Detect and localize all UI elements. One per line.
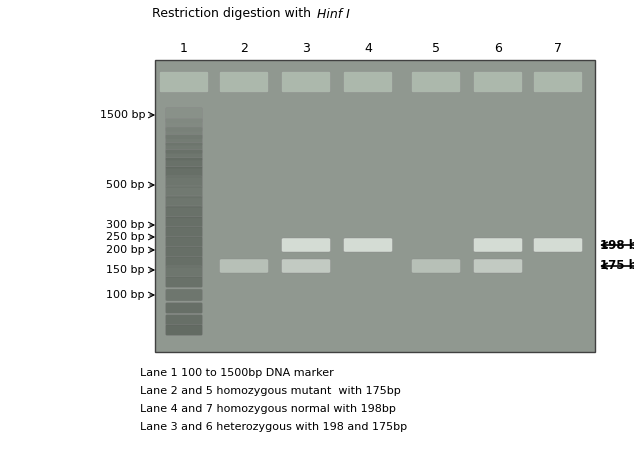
Text: 4: 4 — [364, 41, 372, 54]
FancyBboxPatch shape — [165, 186, 202, 198]
Text: 250 bp: 250 bp — [107, 232, 145, 242]
FancyBboxPatch shape — [344, 238, 392, 252]
FancyBboxPatch shape — [165, 315, 202, 325]
FancyBboxPatch shape — [281, 238, 330, 252]
FancyBboxPatch shape — [165, 143, 202, 153]
FancyBboxPatch shape — [474, 238, 522, 252]
FancyBboxPatch shape — [165, 166, 202, 177]
FancyBboxPatch shape — [474, 259, 522, 273]
FancyBboxPatch shape — [281, 259, 330, 273]
Text: 175 bp: 175 bp — [600, 260, 634, 273]
Text: Hinf I: Hinf I — [317, 8, 350, 21]
Text: 5: 5 — [432, 41, 440, 54]
Text: Lane 2 and 5 homozygous mutant  with 175bp: Lane 2 and 5 homozygous mutant with 175b… — [140, 386, 401, 396]
FancyBboxPatch shape — [165, 247, 202, 257]
FancyBboxPatch shape — [165, 237, 202, 248]
FancyBboxPatch shape — [474, 72, 522, 93]
FancyBboxPatch shape — [165, 289, 202, 301]
FancyBboxPatch shape — [165, 324, 202, 336]
Bar — [155, 60, 595, 352]
FancyBboxPatch shape — [165, 226, 202, 238]
Text: 300 bp: 300 bp — [107, 220, 145, 230]
FancyBboxPatch shape — [165, 302, 202, 314]
Text: 100 bp: 100 bp — [107, 290, 145, 300]
FancyBboxPatch shape — [165, 266, 202, 278]
Text: 500 bp: 500 bp — [107, 180, 145, 190]
FancyBboxPatch shape — [165, 206, 202, 218]
FancyBboxPatch shape — [411, 259, 460, 273]
Text: 3: 3 — [302, 41, 310, 54]
Text: 2: 2 — [240, 41, 248, 54]
Text: 1: 1 — [180, 41, 188, 54]
Text: Lane 3 and 6 heterozygous with 198 and 175bp: Lane 3 and 6 heterozygous with 198 and 1… — [140, 422, 407, 432]
FancyBboxPatch shape — [165, 216, 202, 228]
FancyBboxPatch shape — [165, 108, 202, 122]
FancyBboxPatch shape — [344, 72, 392, 93]
Text: 6: 6 — [494, 41, 502, 54]
FancyBboxPatch shape — [165, 149, 202, 161]
FancyBboxPatch shape — [165, 196, 202, 208]
Text: 198 bp: 198 bp — [600, 238, 634, 252]
Text: 7: 7 — [554, 41, 562, 54]
FancyBboxPatch shape — [165, 176, 202, 188]
FancyBboxPatch shape — [165, 118, 202, 131]
Text: Lane 1 100 to 1500bp DNA marker: Lane 1 100 to 1500bp DNA marker — [140, 368, 333, 378]
FancyBboxPatch shape — [165, 276, 202, 288]
FancyBboxPatch shape — [160, 72, 209, 93]
FancyBboxPatch shape — [533, 238, 583, 252]
Text: 150 bp: 150 bp — [107, 265, 145, 275]
FancyBboxPatch shape — [165, 127, 202, 139]
FancyBboxPatch shape — [411, 72, 460, 93]
FancyBboxPatch shape — [281, 72, 330, 93]
Text: Restriction digestion with: Restriction digestion with — [152, 8, 315, 21]
Text: 200 bp: 200 bp — [107, 245, 145, 255]
FancyBboxPatch shape — [165, 256, 202, 267]
FancyBboxPatch shape — [219, 259, 269, 273]
FancyBboxPatch shape — [219, 72, 269, 93]
FancyBboxPatch shape — [165, 135, 202, 145]
FancyBboxPatch shape — [533, 72, 583, 93]
Text: Lane 4 and 7 homozygous normal with 198bp: Lane 4 and 7 homozygous normal with 198b… — [140, 404, 396, 414]
FancyBboxPatch shape — [165, 158, 202, 168]
Text: 1500 bp: 1500 bp — [100, 110, 145, 120]
